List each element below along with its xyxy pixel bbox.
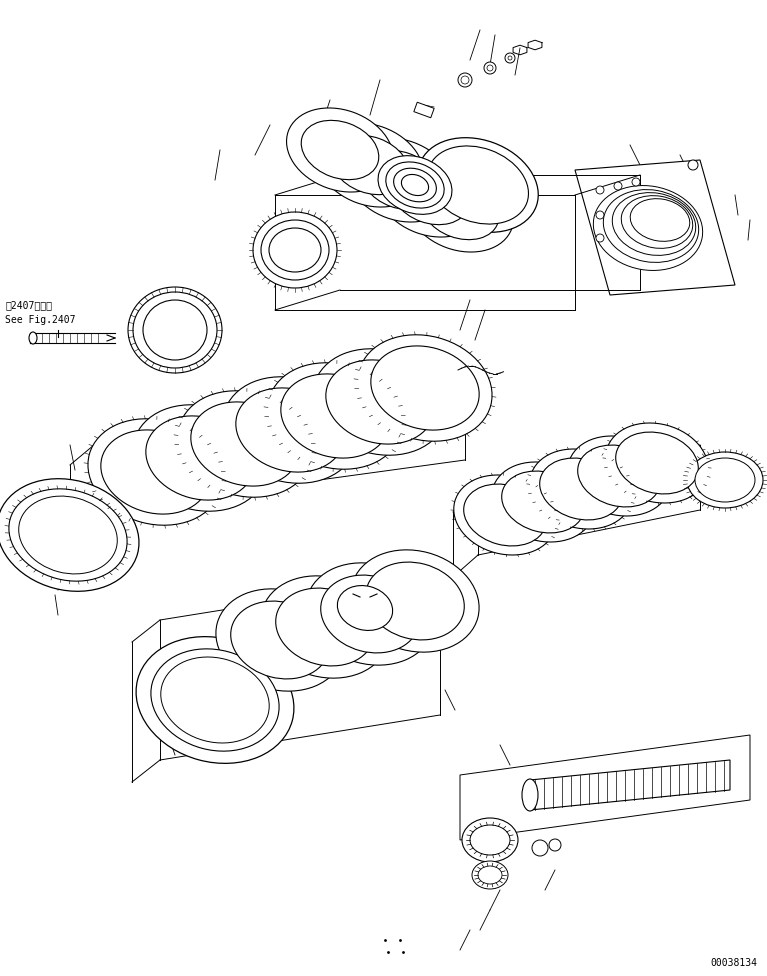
Circle shape [632, 226, 640, 234]
Circle shape [596, 186, 604, 194]
Ellipse shape [454, 475, 556, 555]
Ellipse shape [378, 155, 452, 215]
Ellipse shape [136, 636, 294, 763]
Ellipse shape [472, 861, 508, 889]
Ellipse shape [687, 452, 763, 508]
Ellipse shape [29, 332, 37, 344]
Ellipse shape [337, 586, 393, 630]
Ellipse shape [351, 549, 479, 652]
Ellipse shape [281, 374, 389, 458]
Ellipse shape [347, 138, 453, 222]
Circle shape [532, 840, 548, 856]
Polygon shape [575, 160, 735, 295]
Ellipse shape [361, 150, 439, 210]
Circle shape [614, 230, 622, 238]
Ellipse shape [418, 138, 538, 232]
Ellipse shape [522, 779, 538, 811]
Circle shape [632, 178, 640, 186]
Ellipse shape [151, 649, 279, 752]
Ellipse shape [261, 220, 329, 280]
Ellipse shape [568, 436, 670, 516]
Ellipse shape [301, 120, 379, 180]
Circle shape [487, 65, 493, 71]
Ellipse shape [492, 462, 594, 542]
Circle shape [461, 76, 469, 84]
Ellipse shape [540, 458, 622, 520]
Circle shape [688, 160, 698, 170]
Ellipse shape [470, 825, 510, 855]
Ellipse shape [377, 153, 483, 237]
Ellipse shape [606, 423, 708, 503]
Ellipse shape [269, 228, 321, 272]
Circle shape [614, 182, 622, 190]
Polygon shape [460, 735, 750, 840]
Ellipse shape [268, 363, 402, 469]
Ellipse shape [321, 575, 420, 653]
Ellipse shape [616, 432, 698, 494]
Ellipse shape [161, 657, 269, 743]
Circle shape [458, 73, 472, 87]
Ellipse shape [478, 866, 502, 884]
Ellipse shape [317, 123, 423, 207]
Ellipse shape [401, 175, 429, 195]
Ellipse shape [331, 136, 409, 194]
Text: 第2407図参照: 第2407図参照 [5, 300, 52, 310]
Ellipse shape [231, 601, 329, 679]
Circle shape [549, 839, 561, 851]
Ellipse shape [630, 199, 690, 241]
Bar [414, 102, 434, 118]
Ellipse shape [462, 818, 518, 862]
Ellipse shape [287, 108, 393, 192]
Ellipse shape [578, 445, 660, 507]
Ellipse shape [128, 287, 222, 373]
Polygon shape [530, 760, 730, 810]
Ellipse shape [191, 402, 299, 486]
Ellipse shape [178, 390, 312, 497]
Circle shape [632, 203, 640, 211]
Ellipse shape [386, 162, 444, 208]
Ellipse shape [391, 165, 469, 224]
Ellipse shape [612, 192, 696, 256]
Ellipse shape [253, 212, 337, 288]
Ellipse shape [358, 335, 492, 441]
Ellipse shape [421, 181, 499, 240]
Circle shape [614, 207, 622, 215]
Circle shape [508, 56, 512, 60]
Ellipse shape [604, 189, 699, 263]
Ellipse shape [143, 300, 207, 360]
Ellipse shape [133, 292, 217, 368]
Ellipse shape [464, 484, 546, 546]
Ellipse shape [695, 458, 755, 502]
Ellipse shape [427, 146, 528, 224]
Ellipse shape [235, 387, 344, 472]
Ellipse shape [502, 471, 584, 533]
Ellipse shape [146, 416, 254, 500]
Ellipse shape [0, 478, 139, 591]
Ellipse shape [326, 360, 434, 444]
Ellipse shape [393, 168, 436, 202]
Ellipse shape [621, 195, 693, 248]
Ellipse shape [313, 348, 447, 455]
Ellipse shape [407, 168, 513, 252]
Ellipse shape [133, 405, 267, 511]
Circle shape [505, 53, 515, 63]
Ellipse shape [9, 489, 127, 581]
Circle shape [596, 234, 604, 242]
Ellipse shape [275, 589, 374, 666]
Circle shape [596, 211, 604, 219]
Ellipse shape [370, 346, 479, 430]
Ellipse shape [594, 185, 703, 270]
Ellipse shape [88, 419, 222, 525]
Ellipse shape [100, 429, 209, 514]
Ellipse shape [223, 377, 357, 483]
Ellipse shape [366, 562, 464, 640]
Ellipse shape [216, 589, 344, 691]
Text: 00038134: 00038134 [710, 958, 757, 968]
Ellipse shape [306, 563, 434, 665]
Ellipse shape [530, 449, 632, 529]
Text: See Fig.2407: See Fig.2407 [5, 315, 75, 325]
Ellipse shape [261, 576, 389, 678]
Ellipse shape [18, 496, 117, 574]
Circle shape [484, 62, 496, 74]
